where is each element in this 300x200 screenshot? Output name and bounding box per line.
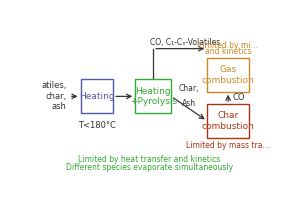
Text: Ash: Ash xyxy=(182,99,196,108)
FancyBboxPatch shape xyxy=(207,104,249,138)
Text: CO: CO xyxy=(233,93,245,102)
Text: CO, C₁-Cₓ-Volatiles: CO, C₁-Cₓ-Volatiles xyxy=(150,38,220,47)
Text: Limited by mi…: Limited by mi… xyxy=(198,41,258,50)
FancyBboxPatch shape xyxy=(80,79,113,113)
Text: Gas
combustion: Gas combustion xyxy=(202,65,255,85)
Text: Limited by heat transfer and kinetics: Limited by heat transfer and kinetics xyxy=(78,155,220,164)
Text: Char
combustion: Char combustion xyxy=(202,111,255,131)
Text: Heating: Heating xyxy=(79,92,115,101)
Text: Char,: Char, xyxy=(179,84,200,93)
Text: Heating
+Pyrolysis: Heating +Pyrolysis xyxy=(130,87,177,106)
Text: atiles,
char,
ash: atiles, char, ash xyxy=(41,81,67,111)
Text: T<180°C: T<180°C xyxy=(78,121,116,130)
Text: Different species evaporate simultaneously: Different species evaporate simultaneous… xyxy=(65,163,233,172)
Text: and kinetics: and kinetics xyxy=(205,47,251,56)
FancyBboxPatch shape xyxy=(207,58,249,92)
FancyBboxPatch shape xyxy=(135,79,171,113)
Text: Limited by mass tra…: Limited by mass tra… xyxy=(186,141,270,150)
